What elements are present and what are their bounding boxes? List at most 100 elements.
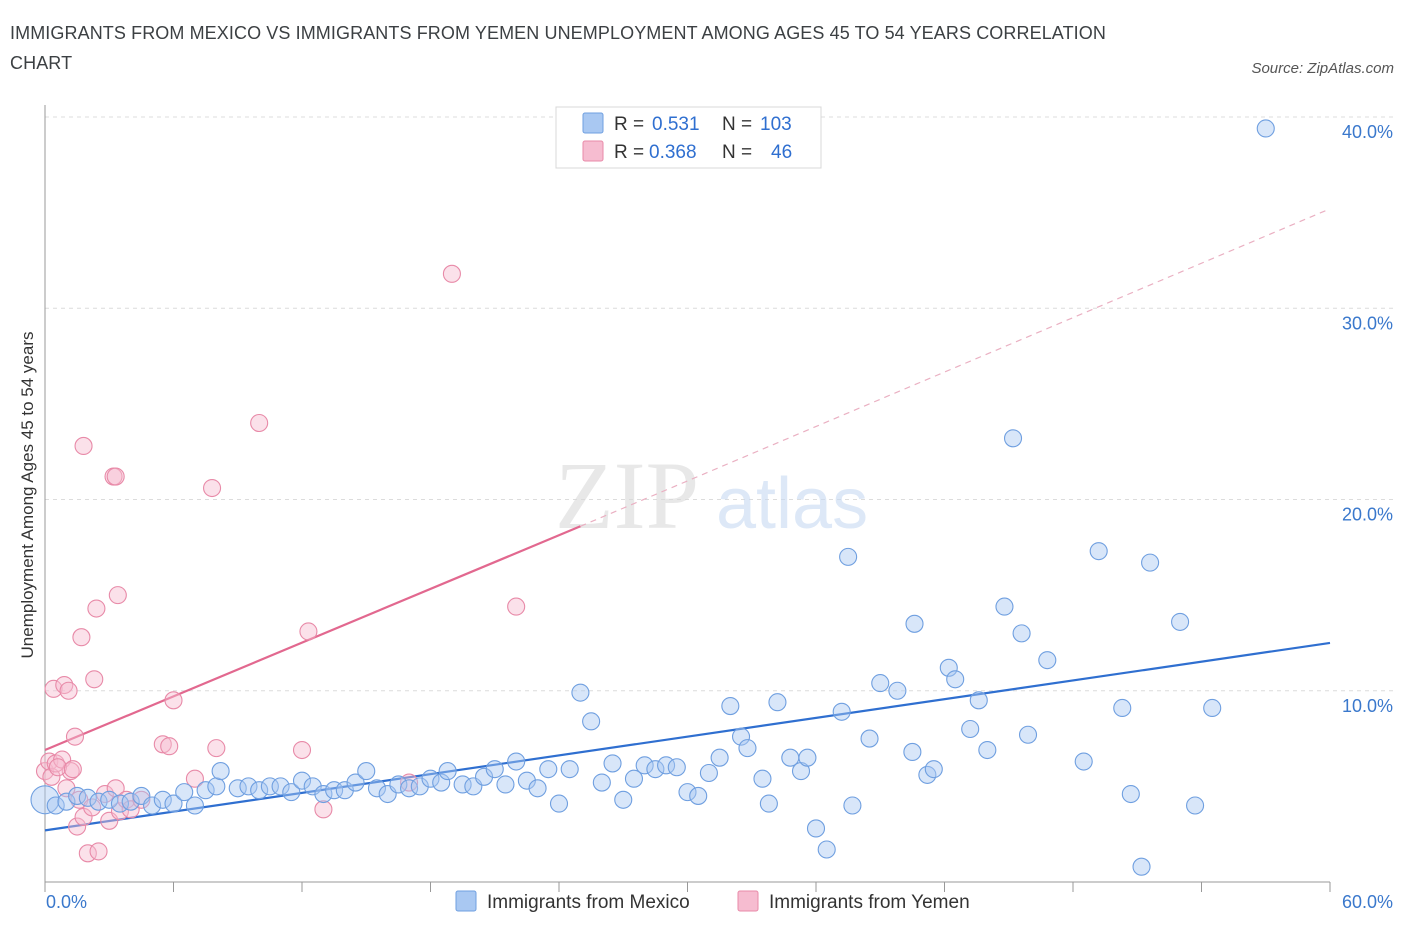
data-point-mexico: [1074, 752, 1093, 771]
y-tick-label: 40.0%: [1342, 122, 1393, 142]
bottom-legend-mexico: Immigrants from Mexico: [487, 892, 690, 913]
data-point-mexico: [517, 771, 536, 790]
data-point-mexico: [1012, 624, 1031, 643]
data-point-mexico: [1256, 119, 1275, 138]
bottom-legend-swatch-yemen: [737, 890, 759, 912]
y-tick-label: 20.0%: [1342, 505, 1393, 525]
data-point-yemen: [89, 842, 108, 861]
data-point-mexico: [871, 674, 890, 693]
data-point-mexico: [1141, 553, 1160, 572]
data-point-mexico: [571, 683, 590, 702]
data-point-mexico: [560, 760, 579, 779]
data-point-mexico: [689, 786, 708, 805]
data-point-mexico: [335, 781, 354, 800]
legend-swatch-yemen: [582, 140, 604, 162]
data-point-mexico: [496, 775, 515, 794]
data-point-mexico: [969, 691, 988, 710]
trendline-yemen-extension: [580, 208, 1331, 527]
bottom-legend-yemen: Immigrants from Yemen: [769, 892, 970, 913]
data-point-yemen: [72, 628, 91, 647]
data-point-mexico: [57, 792, 76, 811]
x-tick-labels: 0.0% 60.0%: [46, 892, 1393, 912]
data-point-mexico: [438, 762, 457, 781]
data-point-mexico: [806, 819, 826, 838]
data-point-mexico: [185, 796, 204, 815]
data-point-mexico: [507, 752, 526, 771]
data-point-yemen: [160, 737, 179, 756]
data-point-mexico: [978, 740, 997, 760]
data-point-mexico: [817, 840, 836, 859]
data-point-mexico: [485, 760, 504, 779]
data-point-mexico: [239, 777, 258, 796]
data-point-yemen: [68, 817, 87, 836]
data-point-mexico: [843, 796, 862, 815]
data-point-mexico: [731, 727, 751, 746]
data-point-mexico: [432, 773, 451, 792]
data-point-mexico: [196, 781, 215, 800]
y-tick-label: 30.0%: [1342, 313, 1393, 333]
data-point-mexico: [143, 796, 162, 815]
data-point-mexico: [1089, 542, 1108, 561]
legend-n-value: 103: [760, 114, 792, 135]
data-point-yemen: [507, 597, 526, 616]
data-point-mexico: [389, 775, 408, 794]
data-point-mexico: [153, 790, 172, 809]
data-point-mexico: [346, 773, 365, 792]
data-point-mexico: [1186, 796, 1205, 815]
data-point-mexico: [678, 783, 697, 802]
data-point-mexico: [303, 777, 322, 796]
data-point-mexico: [474, 767, 494, 786]
data-point-yemen: [65, 727, 85, 746]
data-point-mexico: [367, 779, 387, 798]
data-point-yemen: [250, 413, 269, 433]
legend-r-value: 0.531: [652, 114, 700, 135]
data-point-mexico: [1121, 784, 1140, 804]
data-point-mexico: [314, 784, 333, 804]
data-point-mexico: [699, 763, 718, 783]
trendline-mexico: [44, 641, 1331, 832]
data-point-mexico: [1132, 857, 1151, 876]
data-point-mexico: [624, 769, 644, 788]
chart-source: Source: ZipAtlas.com: [1251, 60, 1394, 77]
data-point-mexico: [100, 790, 119, 809]
series-yemen-points: [35, 264, 526, 863]
data-point-mexico: [961, 719, 980, 739]
data-point-yemen: [42, 767, 61, 786]
axes: [44, 105, 1331, 892]
data-point-mexico: [614, 790, 633, 809]
data-point-yemen: [59, 681, 78, 700]
y-tick-label: 10.0%: [1342, 696, 1393, 716]
data-point-mexico: [1003, 429, 1023, 448]
data-point-mexico: [635, 756, 654, 775]
data-point-mexico: [759, 794, 778, 813]
x-tick-label: 60.0%: [1342, 892, 1393, 912]
data-point-mexico: [1113, 698, 1132, 718]
watermark: ZIP atlas: [555, 442, 868, 549]
data-point-yemen: [48, 758, 67, 777]
data-point-mexico: [798, 748, 817, 767]
data-point-yemen: [153, 735, 172, 754]
data-point-yemen: [164, 691, 183, 710]
data-point-mexico: [832, 702, 851, 721]
y-tick-labels: 10.0% 20.0% 30.0% 40.0%: [1342, 122, 1393, 716]
data-point-mexico: [175, 783, 194, 802]
data-point-mexico: [528, 779, 547, 798]
watermark-atlas: atlas: [716, 464, 868, 544]
data-point-mexico: [592, 773, 611, 792]
chart-title: IMMIGRANTS FROM MEXICO VS IMMIGRANTS FRO…: [10, 23, 1106, 73]
data-point-mexico: [78, 788, 97, 807]
data-point-mexico: [860, 729, 879, 748]
data-point-mexico: [30, 785, 60, 815]
data-point-mexico: [292, 771, 312, 790]
bottom-legend-swatch-mexico: [455, 890, 477, 912]
data-point-mexico: [903, 742, 922, 762]
data-point-mexico: [164, 794, 183, 813]
x-tick-label: 0.0%: [46, 892, 87, 912]
data-point-mexico: [549, 794, 569, 813]
data-point-yemen: [299, 622, 318, 641]
legend-n-label: N =: [722, 114, 752, 135]
data-point-mexico: [46, 796, 65, 815]
data-point-yemen: [108, 586, 127, 605]
data-point-yemen: [203, 478, 222, 498]
